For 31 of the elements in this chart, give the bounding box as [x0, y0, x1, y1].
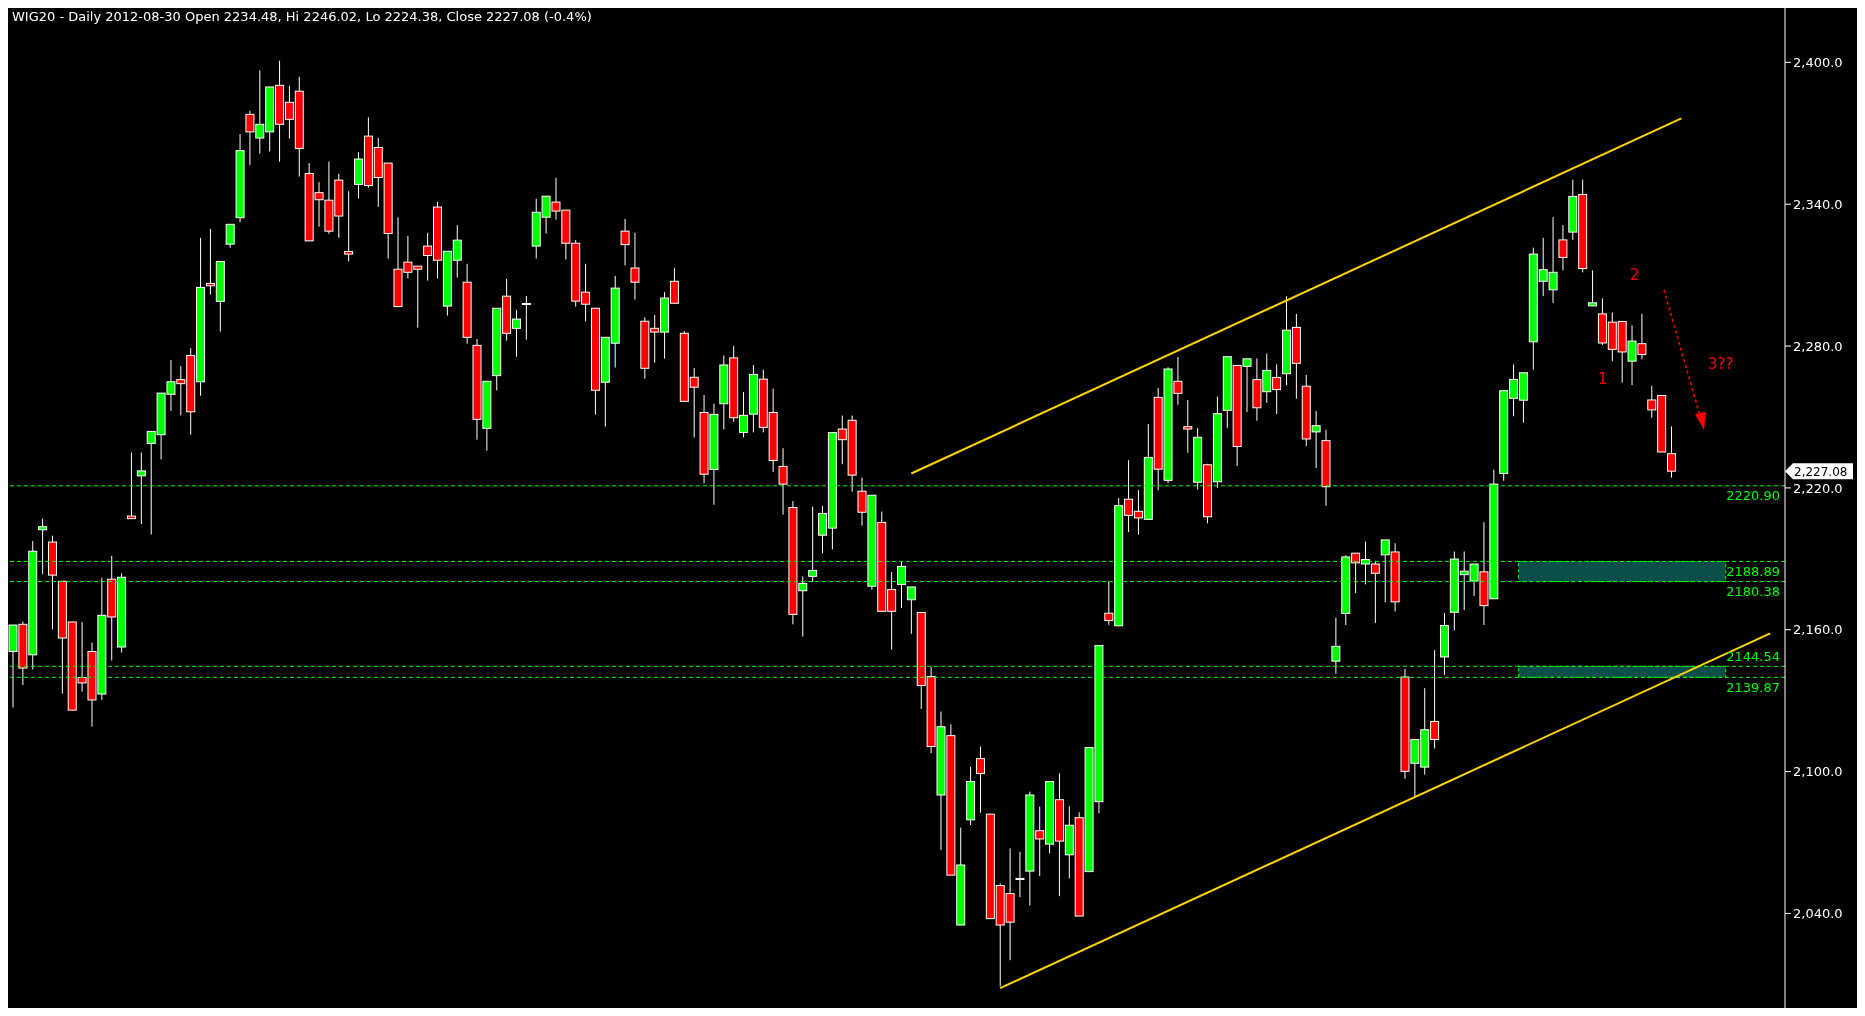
- y-tick-label: 2,160.0: [1793, 622, 1843, 638]
- candlestick: [1667, 425, 1677, 479]
- y-tick-label: 2,100.0: [1793, 764, 1843, 780]
- annotation: 3??: [1708, 355, 1734, 373]
- candlestick: [1588, 269, 1598, 307]
- ref-line-label: 2180.38: [1726, 583, 1780, 599]
- candlestick: [620, 218, 630, 266]
- candlestick: [225, 223, 235, 249]
- ref-line-label: 2188.89: [1726, 563, 1780, 579]
- candlestick: [975, 746, 985, 814]
- candlestick: [126, 451, 136, 520]
- candlestick: [630, 232, 640, 300]
- annotation: 1: [1598, 370, 1608, 388]
- y-tick-label: 2,040.0: [1793, 906, 1843, 922]
- ref-line-label: 2139.87: [1726, 679, 1780, 695]
- candlestick: [521, 295, 531, 341]
- y-tick-label: 2,280.0: [1793, 338, 1843, 354]
- annotation: 2: [1630, 266, 1640, 284]
- candlestick: [344, 190, 354, 262]
- ref-line-label: 2144.54: [1726, 649, 1780, 665]
- y-tick-label: 2,400.0: [1793, 54, 1843, 70]
- y-tick-label: 2,340.0: [1793, 196, 1843, 212]
- y-tick-label: 2,220.0: [1793, 480, 1843, 496]
- candlestick: [1558, 224, 1568, 271]
- candlestick: [1015, 851, 1025, 898]
- candlestick: [906, 586, 916, 635]
- chart-title: WIG20 - Daily 2012-08-30 Open 2234.48, Hi 2246.02, Lo 2224.38, Close 2227.08 (-0.4%): [12, 9, 592, 24]
- ref-line-label: 2220.90: [1726, 488, 1780, 504]
- candlestick: [1183, 399, 1193, 454]
- candlestick: [778, 447, 788, 516]
- text: 2,227.08: [1794, 464, 1848, 479]
